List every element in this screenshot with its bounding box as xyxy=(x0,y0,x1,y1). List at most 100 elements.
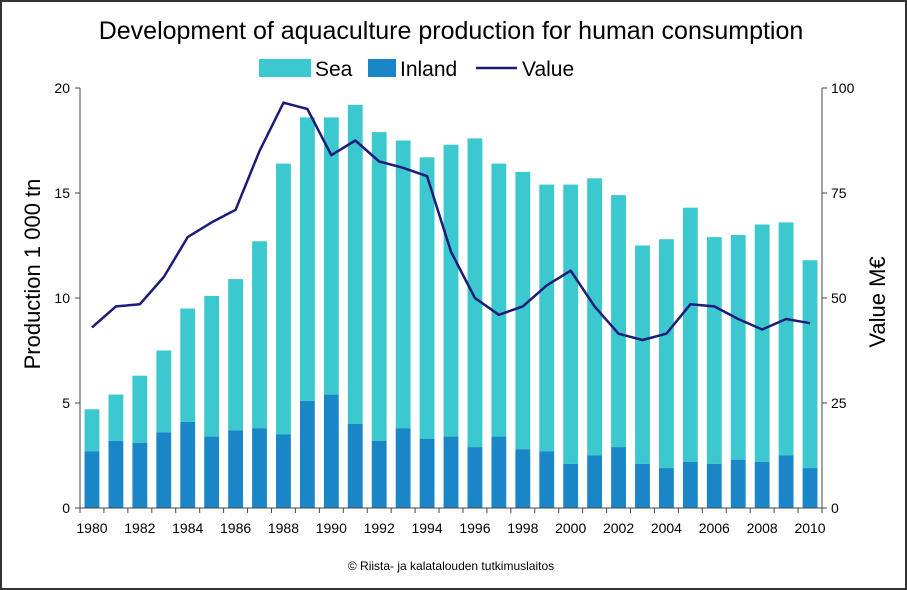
x-tick-label: 2000 xyxy=(555,520,586,536)
left-tick-label: 5 xyxy=(62,395,70,411)
bar-sea-2004 xyxy=(658,239,674,469)
left-axis-ticks: 0 5 10 15 20 xyxy=(54,80,80,516)
bar-sea-2003 xyxy=(635,245,650,464)
bar-sea-1986 xyxy=(228,279,244,431)
bar-inland-1999 xyxy=(539,451,555,508)
bar-inland-1989 xyxy=(299,400,315,508)
bar-inland-2001 xyxy=(587,455,603,508)
x-tick-label: 1988 xyxy=(268,520,299,536)
left-tick-label: 10 xyxy=(54,290,70,306)
x-tick-label: 1980 xyxy=(76,520,107,536)
bar-sea-1994 xyxy=(419,157,435,439)
bar-sea-1995 xyxy=(443,144,459,437)
bar-sea-2008 xyxy=(754,224,770,462)
legend-inland-label: Inland xyxy=(400,58,457,81)
bar-sea-2009 xyxy=(778,222,794,456)
bar-inland-1995 xyxy=(443,436,459,508)
right-tick-label: 75 xyxy=(831,185,847,201)
bar-inland-1992 xyxy=(371,440,387,508)
bar-sea-1996 xyxy=(467,138,483,448)
bar-sea-1981 xyxy=(108,394,124,441)
bar-inland-1998 xyxy=(515,449,531,508)
bar-sea-1998 xyxy=(515,172,531,450)
left-tick-label: 15 xyxy=(54,185,70,201)
right-tick-label: 100 xyxy=(831,80,855,96)
x-axis-ticks: 1980 1982 1984 1986 1988 1990 1992 1994 1996 1998… xyxy=(76,508,826,536)
x-tick-label: 2006 xyxy=(699,520,730,536)
x-tick-label: 1982 xyxy=(124,520,155,536)
title-box xyxy=(70,12,832,48)
bar-inland-2002 xyxy=(611,447,626,508)
bar-sea-1991 xyxy=(347,104,363,425)
right-axis-ticks: 0 25 50 75 100 xyxy=(822,80,855,516)
bar-inland-1996 xyxy=(467,447,483,508)
bar-inland-1991 xyxy=(347,424,363,508)
x-tick-label: 2004 xyxy=(651,520,682,536)
bar-sea-1987 xyxy=(252,241,267,429)
y-axis-label: Production 1 000 tn xyxy=(20,179,45,370)
legend: Sea Inland Value xyxy=(252,53,584,83)
legend-sea-swatch xyxy=(259,59,311,77)
right-tick-label: 25 xyxy=(831,395,847,411)
chart-title: Development of aquaculture production fo… xyxy=(99,17,804,45)
x-tick-label: 1998 xyxy=(507,520,538,536)
credit-text: © Riista- ja kalatalouden tutkimuslaitos xyxy=(348,559,554,573)
x-tick-label: 1984 xyxy=(172,520,203,536)
bar-inland-2007 xyxy=(730,459,746,508)
x-tick-label: 1992 xyxy=(364,520,395,536)
bar-inland-2006 xyxy=(706,463,722,508)
x-tick-label: 1996 xyxy=(459,520,490,536)
bar-sea-1988 xyxy=(276,163,291,435)
bar-sea-1993 xyxy=(395,140,411,429)
right-tick-label: 0 xyxy=(831,500,839,516)
bar-inland-1982 xyxy=(132,442,148,508)
bar-inland-1986 xyxy=(228,430,244,508)
bar-sea-1992 xyxy=(371,132,387,441)
bar-sea-2000 xyxy=(563,184,579,464)
value-line-group xyxy=(91,101,811,342)
legend-value-label: Value xyxy=(522,58,574,81)
bar-inland-2004 xyxy=(658,468,674,508)
bar-inland-1994 xyxy=(419,438,435,508)
bar-sea-2006 xyxy=(706,237,722,464)
bar-inland-2005 xyxy=(682,461,698,508)
bar-sea-1997 xyxy=(491,163,507,437)
bar-sea-1980 xyxy=(84,409,100,452)
bar-sea-1982 xyxy=(132,375,148,443)
value-line xyxy=(91,101,811,342)
bars xyxy=(84,104,818,508)
x-tick-label: 2002 xyxy=(603,520,634,536)
bar-inland-2003 xyxy=(635,463,650,508)
x-tick-label: 2008 xyxy=(747,520,778,536)
legend-sea-label: Sea xyxy=(315,58,353,81)
bar-inland-1984 xyxy=(180,421,196,508)
bar-sea-2002 xyxy=(611,195,626,448)
bar-inland-1981 xyxy=(108,440,124,508)
x-tick-label: 1990 xyxy=(316,520,347,536)
bar-sea-1999 xyxy=(539,184,555,452)
bar-inland-2010 xyxy=(802,468,818,508)
x-tick-label: 1994 xyxy=(411,520,442,536)
legend-inland-swatch xyxy=(368,59,396,77)
bar-sea-2007 xyxy=(730,235,746,460)
bar-inland-2009 xyxy=(778,455,794,508)
right-tick-label: 50 xyxy=(831,290,847,306)
y2-axis-label: Value M€ xyxy=(865,256,890,347)
bar-inland-1985 xyxy=(204,436,220,508)
bar-inland-1983 xyxy=(156,432,172,508)
bar-sea-2001 xyxy=(587,178,603,456)
bar-sea-1983 xyxy=(156,350,172,433)
bar-sea-2010 xyxy=(802,260,818,469)
bar-inland-1997 xyxy=(491,436,507,508)
left-tick-label: 0 xyxy=(62,500,70,516)
bar-sea-1989 xyxy=(299,117,315,401)
bar-inland-2000 xyxy=(563,463,579,508)
x-tick-label: 2010 xyxy=(794,520,825,536)
left-tick-label: 20 xyxy=(54,80,70,96)
bar-sea-1984 xyxy=(180,308,196,422)
bar-sea-1990 xyxy=(323,117,339,395)
x-tick-label: 1986 xyxy=(220,520,251,536)
bar-sea-2005 xyxy=(682,207,698,462)
